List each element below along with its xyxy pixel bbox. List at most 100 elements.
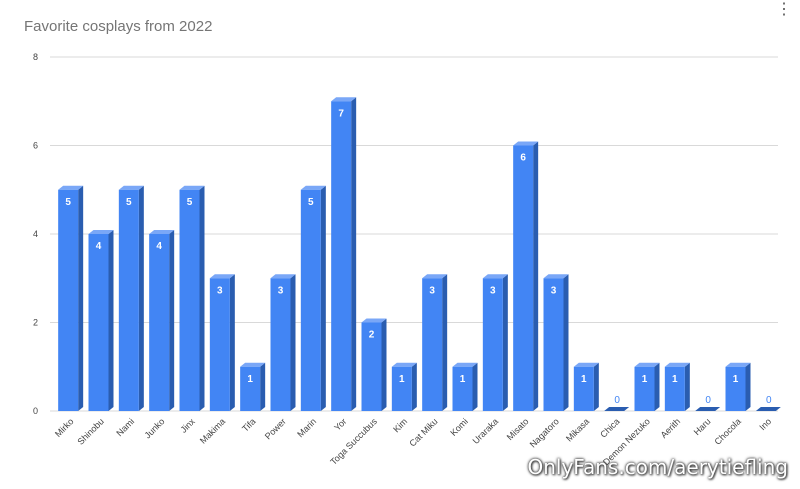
bar-side [199, 185, 205, 411]
bar [58, 189, 79, 411]
bar-top [543, 274, 569, 279]
bar-top [664, 362, 690, 367]
data-label: 4 [96, 241, 102, 252]
bar [240, 366, 261, 411]
bar-top [452, 362, 478, 367]
x-tick-label: Chica [598, 416, 621, 439]
bar [300, 189, 321, 411]
x-tick-label: Cat Miku [407, 416, 439, 448]
bar [482, 278, 503, 411]
data-label: 1 [399, 374, 405, 385]
bar-side [260, 362, 266, 411]
x-tick-label: Jinx [179, 416, 198, 435]
data-label: 1 [247, 374, 253, 385]
more-options-icon[interactable]: ⋮ [776, 1, 792, 18]
bar [149, 234, 170, 411]
data-label: 1 [672, 374, 678, 385]
data-label: 0 [614, 395, 620, 406]
data-label: 3 [490, 285, 496, 296]
x-tick-label: Mirko [53, 416, 76, 439]
bar [331, 101, 352, 411]
bar-top [361, 318, 387, 323]
y-tick-label: 4 [33, 229, 38, 239]
data-label: 0 [766, 395, 772, 406]
bar-top [300, 185, 326, 190]
bar-side [684, 362, 690, 411]
data-label: 5 [187, 197, 193, 208]
data-label: 4 [156, 241, 162, 252]
bar-side [745, 362, 751, 411]
x-tick-label: Haru [692, 416, 713, 437]
x-tick-label: Aerith [659, 416, 683, 440]
bar [513, 145, 534, 411]
bar-side [533, 141, 539, 411]
bar-side [229, 274, 235, 411]
bar-side [472, 362, 478, 411]
bar-side [138, 185, 144, 411]
bar-top [482, 274, 508, 279]
bar-side [593, 362, 599, 411]
x-tick-label: Makima [198, 416, 227, 445]
bar-side [442, 274, 448, 411]
bar-top [604, 407, 630, 411]
x-tick-label: Kim [391, 416, 409, 434]
bar [118, 189, 139, 411]
x-tick-label: Power [263, 416, 288, 441]
bar-top [755, 407, 781, 411]
data-label: 3 [217, 285, 223, 296]
bar-side [78, 185, 84, 411]
x-tick-label: Misato [505, 416, 531, 442]
bar [725, 366, 746, 411]
bar-top [58, 185, 84, 190]
bar [179, 189, 200, 411]
data-label: 1 [733, 374, 739, 385]
data-label: 1 [460, 374, 466, 385]
y-tick-label: 8 [33, 52, 38, 62]
bar-side [290, 274, 296, 411]
bar-side [411, 362, 417, 411]
bar-top [149, 230, 175, 234]
bar [88, 234, 109, 411]
bar-top [179, 185, 205, 190]
data-label: 7 [338, 108, 344, 119]
bar-top [88, 230, 114, 234]
bar-top [634, 362, 660, 367]
bar-top [725, 362, 751, 367]
bar-top [422, 274, 448, 279]
x-tick-label: Ino [757, 416, 773, 432]
x-tick-label: Nami [114, 416, 136, 438]
bar-side [108, 230, 114, 411]
bar-top [573, 362, 599, 367]
bar-side [381, 318, 387, 411]
data-label: 2 [369, 330, 375, 341]
x-tick-label: Komi [448, 416, 470, 438]
data-label: 3 [429, 285, 435, 296]
data-label: 1 [642, 374, 648, 385]
chart-title: Favorite cosplays from 2022 [24, 18, 213, 35]
bar-side [351, 97, 357, 411]
bar [664, 366, 685, 411]
bar-top [270, 274, 296, 279]
x-tick-label: Yor [332, 416, 348, 432]
y-tick-label: 2 [33, 318, 38, 328]
bar-top [331, 97, 357, 102]
bar-top [695, 407, 721, 411]
data-label: 5 [126, 197, 132, 208]
data-label: 3 [551, 285, 557, 296]
bar [209, 278, 230, 411]
bar [573, 366, 594, 411]
y-tick-label: 0 [33, 406, 38, 416]
bar-top [118, 185, 144, 190]
bar [361, 322, 382, 411]
data-label: 1 [581, 374, 587, 385]
watermark-text: OnlyFans.com/aerytiefling [527, 455, 789, 479]
bar-top [513, 141, 539, 146]
data-label: 5 [65, 197, 71, 208]
x-tick-label: Tifa [240, 416, 257, 433]
bar [452, 366, 473, 411]
bar-top [391, 362, 417, 367]
x-tick-label: Marin [295, 416, 318, 439]
bar [543, 278, 564, 411]
